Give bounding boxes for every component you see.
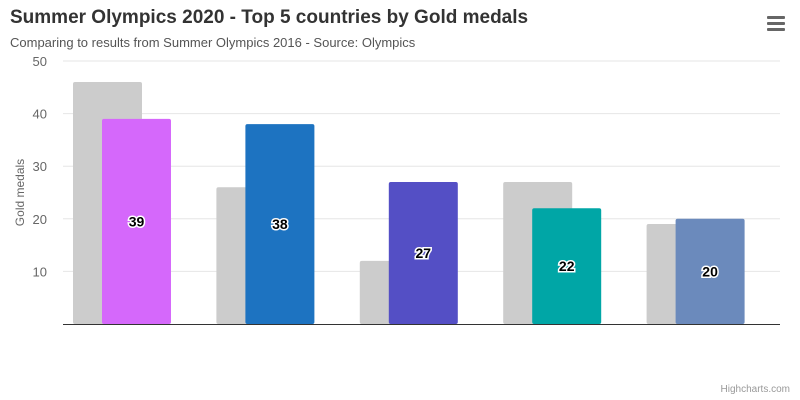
chart-subtitle: Comparing to results from Summer Olympic… [10,35,416,50]
data-label: 20 [702,263,718,279]
y-tick-label: 30 [33,159,47,174]
chart-title: Summer Olympics 2020 - Top 5 countries b… [10,7,529,28]
bar-2020 [102,118,171,324]
bar-2020 [532,208,602,324]
data-label: 39 [129,213,145,229]
bar-2020 [245,124,315,325]
y-tick-label: 40 [33,107,47,122]
y-tick-label: 20 [33,212,47,227]
y-tick-label: 10 [33,264,47,279]
data-label: 27 [416,245,432,261]
y-axis-title: Gold medals [13,159,27,226]
hamburger-menu-icon[interactable] [767,16,785,32]
bar-2020 [675,218,745,324]
y-tick-label: 50 [33,54,47,69]
credits-link[interactable]: Highcharts.com [720,384,790,395]
data-label: 38 [272,216,288,232]
data-label: 22 [559,258,575,274]
bar-2020 [388,181,458,324]
